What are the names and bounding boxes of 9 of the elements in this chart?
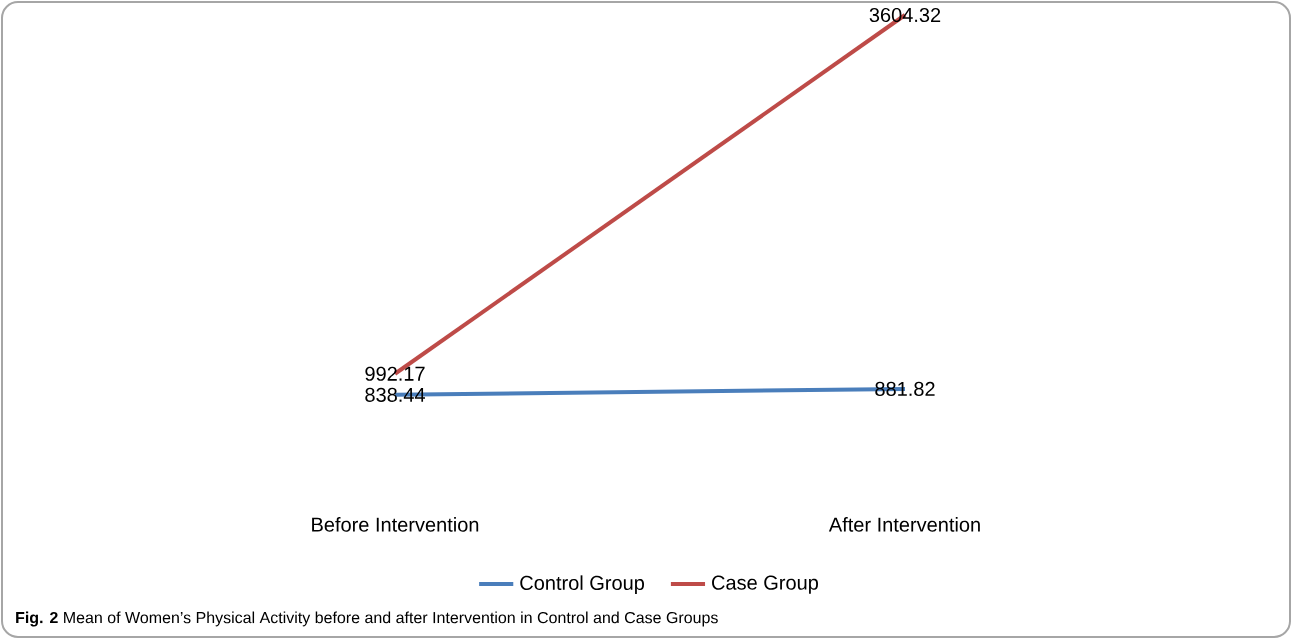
data-label: 992.17 bbox=[365, 366, 425, 381]
x-tick-label: Before Intervention bbox=[312, 517, 479, 532]
data-label: 3604.32 bbox=[869, 7, 941, 23]
text: Fig. 2 Mean of Women’s Physical Activity before and after Intervention in Control and Case Groups bbox=[16, 611, 718, 627]
data-label: 881.82 bbox=[875, 381, 935, 396]
legend-label: Case Group bbox=[712, 575, 818, 594]
legend-label: Control Group bbox=[520, 575, 645, 594]
data-label: 838.44 bbox=[365, 387, 425, 402]
x-tick-label: After Intervention bbox=[828, 517, 980, 532]
